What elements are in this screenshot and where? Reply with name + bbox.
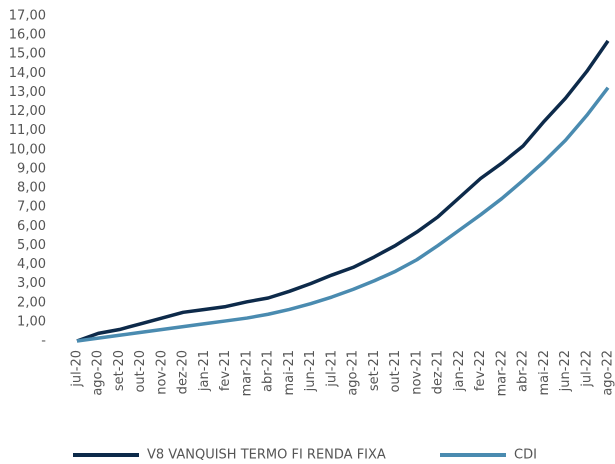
x-tick-label: set-21	[367, 350, 382, 391]
x-tick-label: jul-20	[70, 350, 85, 388]
line-series	[76, 86, 610, 343]
x-tick-label: dez-20	[176, 350, 191, 394]
y-tick-label: 2,00	[17, 295, 46, 310]
y-tick-label: 17,00	[9, 9, 46, 24]
y-tick-label: 9,00	[17, 161, 46, 176]
y-tick-label: 10,00	[9, 142, 46, 157]
y-tick-label: 14,00	[9, 66, 46, 81]
y-tick-label: 12,00	[9, 104, 46, 119]
y-tick-label: 11,00	[9, 123, 46, 138]
x-tick-label: mar-21	[239, 350, 254, 396]
y-tick-label: 3,00	[17, 276, 46, 291]
x-tick-label: ago-20	[91, 350, 106, 396]
x-tick-label: jan-21	[197, 350, 212, 392]
y-tick-label: 6,00	[17, 219, 46, 234]
y-tick-label: 15,00	[9, 47, 46, 62]
x-tick-label: fev-22	[473, 350, 488, 391]
x-tick-label: nov-21	[409, 350, 424, 395]
legend-label: CDI	[514, 448, 537, 463]
x-tick-label: jun-21	[303, 350, 318, 392]
y-tick-label: -	[41, 334, 46, 349]
y-tick-label: 4,00	[17, 257, 46, 272]
x-tick-label: fev-21	[218, 350, 233, 391]
x-tick-label: out-21	[388, 350, 403, 393]
y-tick-label: 5,00	[17, 238, 46, 253]
line-series	[76, 39, 610, 343]
x-tick-label: mar-22	[494, 350, 509, 396]
x-tick-label: jan-22	[452, 350, 467, 392]
y-tick-label: 8,00	[17, 181, 46, 196]
x-tick-label: mai-22	[537, 350, 552, 395]
x-tick-label: mai-21	[282, 350, 297, 395]
y-tick-label: 1,00	[17, 314, 46, 329]
x-tick-label: jun-22	[558, 350, 573, 392]
y-tick-label: 13,00	[9, 85, 46, 100]
x-tick-label: out-20	[133, 350, 148, 393]
x-tick-label: abr-22	[516, 350, 531, 392]
x-tick-label: jul-22	[579, 350, 594, 388]
x-tick-label: set-20	[112, 350, 127, 391]
x-tick-label: dez-21	[431, 350, 446, 394]
x-tick-label: jul-21	[324, 350, 339, 388]
x-tick-label: ago-21	[346, 350, 361, 396]
x-tick-label: ago-22	[601, 350, 615, 396]
y-tick-label: 7,00	[17, 200, 46, 215]
legend-label: V8 VANQUISH TERMO FI RENDA FIXA	[147, 448, 386, 463]
y-tick-label: 16,00	[9, 28, 46, 43]
x-tick-label: nov-20	[154, 350, 169, 395]
x-tick-label: abr-21	[261, 350, 276, 392]
